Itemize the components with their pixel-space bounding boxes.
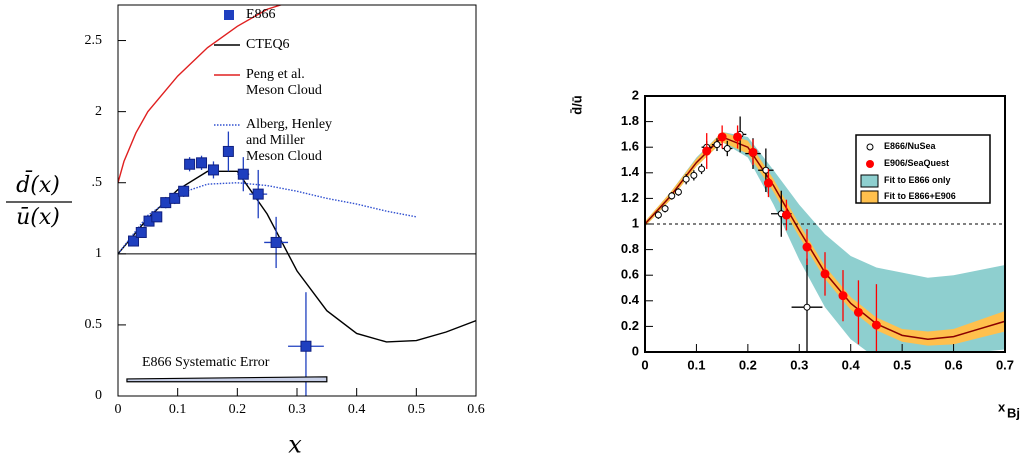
systematic-error-band — [126, 376, 328, 383]
legend-key — [866, 143, 874, 151]
y-tick-label: 2 — [95, 104, 102, 119]
data-point — [871, 320, 881, 330]
data-point — [838, 291, 848, 301]
data-point — [763, 178, 773, 188]
data-point — [184, 158, 196, 170]
data-point — [702, 146, 712, 156]
y-label-numerator: d̄(x) — [16, 170, 60, 198]
y-tick-label: 0 — [632, 343, 639, 358]
y-tick-label: 1.6 — [621, 139, 639, 154]
x-tick-label: 0.3 — [288, 402, 306, 417]
x-tick-label: 0.1 — [687, 357, 705, 372]
data-point — [690, 171, 698, 179]
data-point — [748, 147, 758, 157]
data-point — [169, 192, 181, 204]
data-point — [820, 269, 830, 279]
y-tick-label: 1 — [95, 246, 102, 261]
data-point — [222, 145, 234, 157]
legend-label: CTEQ6 — [246, 37, 290, 52]
data-point — [781, 210, 791, 220]
y-tick-label: 0.4 — [621, 292, 640, 307]
data-point — [803, 303, 811, 311]
legend-label: E906/SeaQuest — [884, 158, 950, 168]
legend-key — [224, 10, 234, 20]
legend-key — [860, 174, 879, 188]
data-point — [682, 175, 690, 183]
data-point — [237, 168, 249, 180]
y-tick-label: 0.6 — [621, 267, 639, 282]
y-label: d̄/ū — [569, 95, 584, 115]
data-point — [668, 192, 676, 200]
x-tick-label: 0.5 — [408, 402, 426, 417]
legend-key — [866, 160, 874, 168]
y-tick-label: 1 — [632, 215, 639, 230]
y-tick-label: 0.5 — [85, 317, 103, 332]
x-tick-label: 0.7 — [996, 357, 1014, 372]
data-point — [135, 226, 147, 238]
annotation: E866 Systematic Error — [142, 355, 270, 370]
data-point — [674, 188, 682, 196]
fit-band — [645, 131, 1005, 352]
x-tick-label: 0.2 — [229, 402, 247, 417]
x-tick-label: 0 — [641, 357, 648, 372]
x-tick-label: 0.3 — [790, 357, 808, 372]
data-point — [802, 242, 812, 252]
x-tick-label: 0 — [115, 402, 122, 417]
data-point — [654, 211, 662, 219]
data-point — [252, 188, 264, 200]
plot-area — [118, 5, 476, 396]
data-point — [733, 132, 743, 142]
legend-label: Peng et al. Meson Cloud — [246, 67, 322, 98]
x-tick-label: 0.1 — [169, 402, 187, 417]
curve — [118, 170, 476, 343]
legend-key — [860, 190, 879, 204]
x-label: x — [288, 431, 302, 459]
x-label-sub: Bj — [1007, 405, 1020, 420]
y-tick-label: 2 — [632, 87, 639, 102]
y-tick-label: 1.4 — [621, 164, 640, 179]
x-tick-label: 0.6 — [945, 357, 963, 372]
plot-area — [645, 116, 1005, 352]
data-point — [178, 185, 190, 197]
legend-label: Fit to E866+E906 — [884, 191, 956, 201]
data-point — [717, 132, 727, 142]
data-point — [853, 307, 863, 317]
data-point — [698, 165, 706, 173]
legend-label: E866/NuSea — [884, 141, 936, 151]
legend-label: Fit to E866 only — [884, 175, 951, 185]
y-label-denominator: ū(x) — [16, 205, 60, 230]
y-tick-label: 0.2 — [621, 318, 639, 333]
data-point — [713, 141, 721, 149]
data-point — [723, 144, 731, 152]
data-point — [300, 340, 312, 352]
data-point — [270, 236, 282, 248]
y-tick-label: 2.5 — [85, 33, 103, 48]
data-point — [128, 235, 140, 247]
y-tick-label: 0 — [95, 388, 102, 403]
x-tick-label: 0.4 — [842, 357, 861, 372]
data-point — [661, 205, 669, 213]
legend-label: E866 — [246, 7, 276, 22]
curve — [118, 182, 417, 255]
curve — [118, 5, 283, 183]
y-tick-label: 1.2 — [621, 190, 639, 205]
y-tick-label: 1.8 — [621, 113, 639, 128]
x-tick-label: 0.2 — [739, 357, 757, 372]
x-tick-label: 0.4 — [348, 402, 366, 417]
x-label: x — [998, 399, 1006, 414]
data-point — [196, 157, 208, 169]
x-tick-label: 0.6 — [467, 402, 485, 417]
legend-label: Alberg, Henley and Miller Meson Cloud — [246, 117, 333, 164]
fit-band — [645, 131, 1005, 346]
data-point — [207, 164, 219, 176]
x-tick-label: 0.5 — [893, 357, 911, 372]
y-tick-label: .5 — [92, 175, 103, 190]
data-point — [151, 211, 163, 223]
y-tick-label: 0.8 — [621, 241, 639, 256]
